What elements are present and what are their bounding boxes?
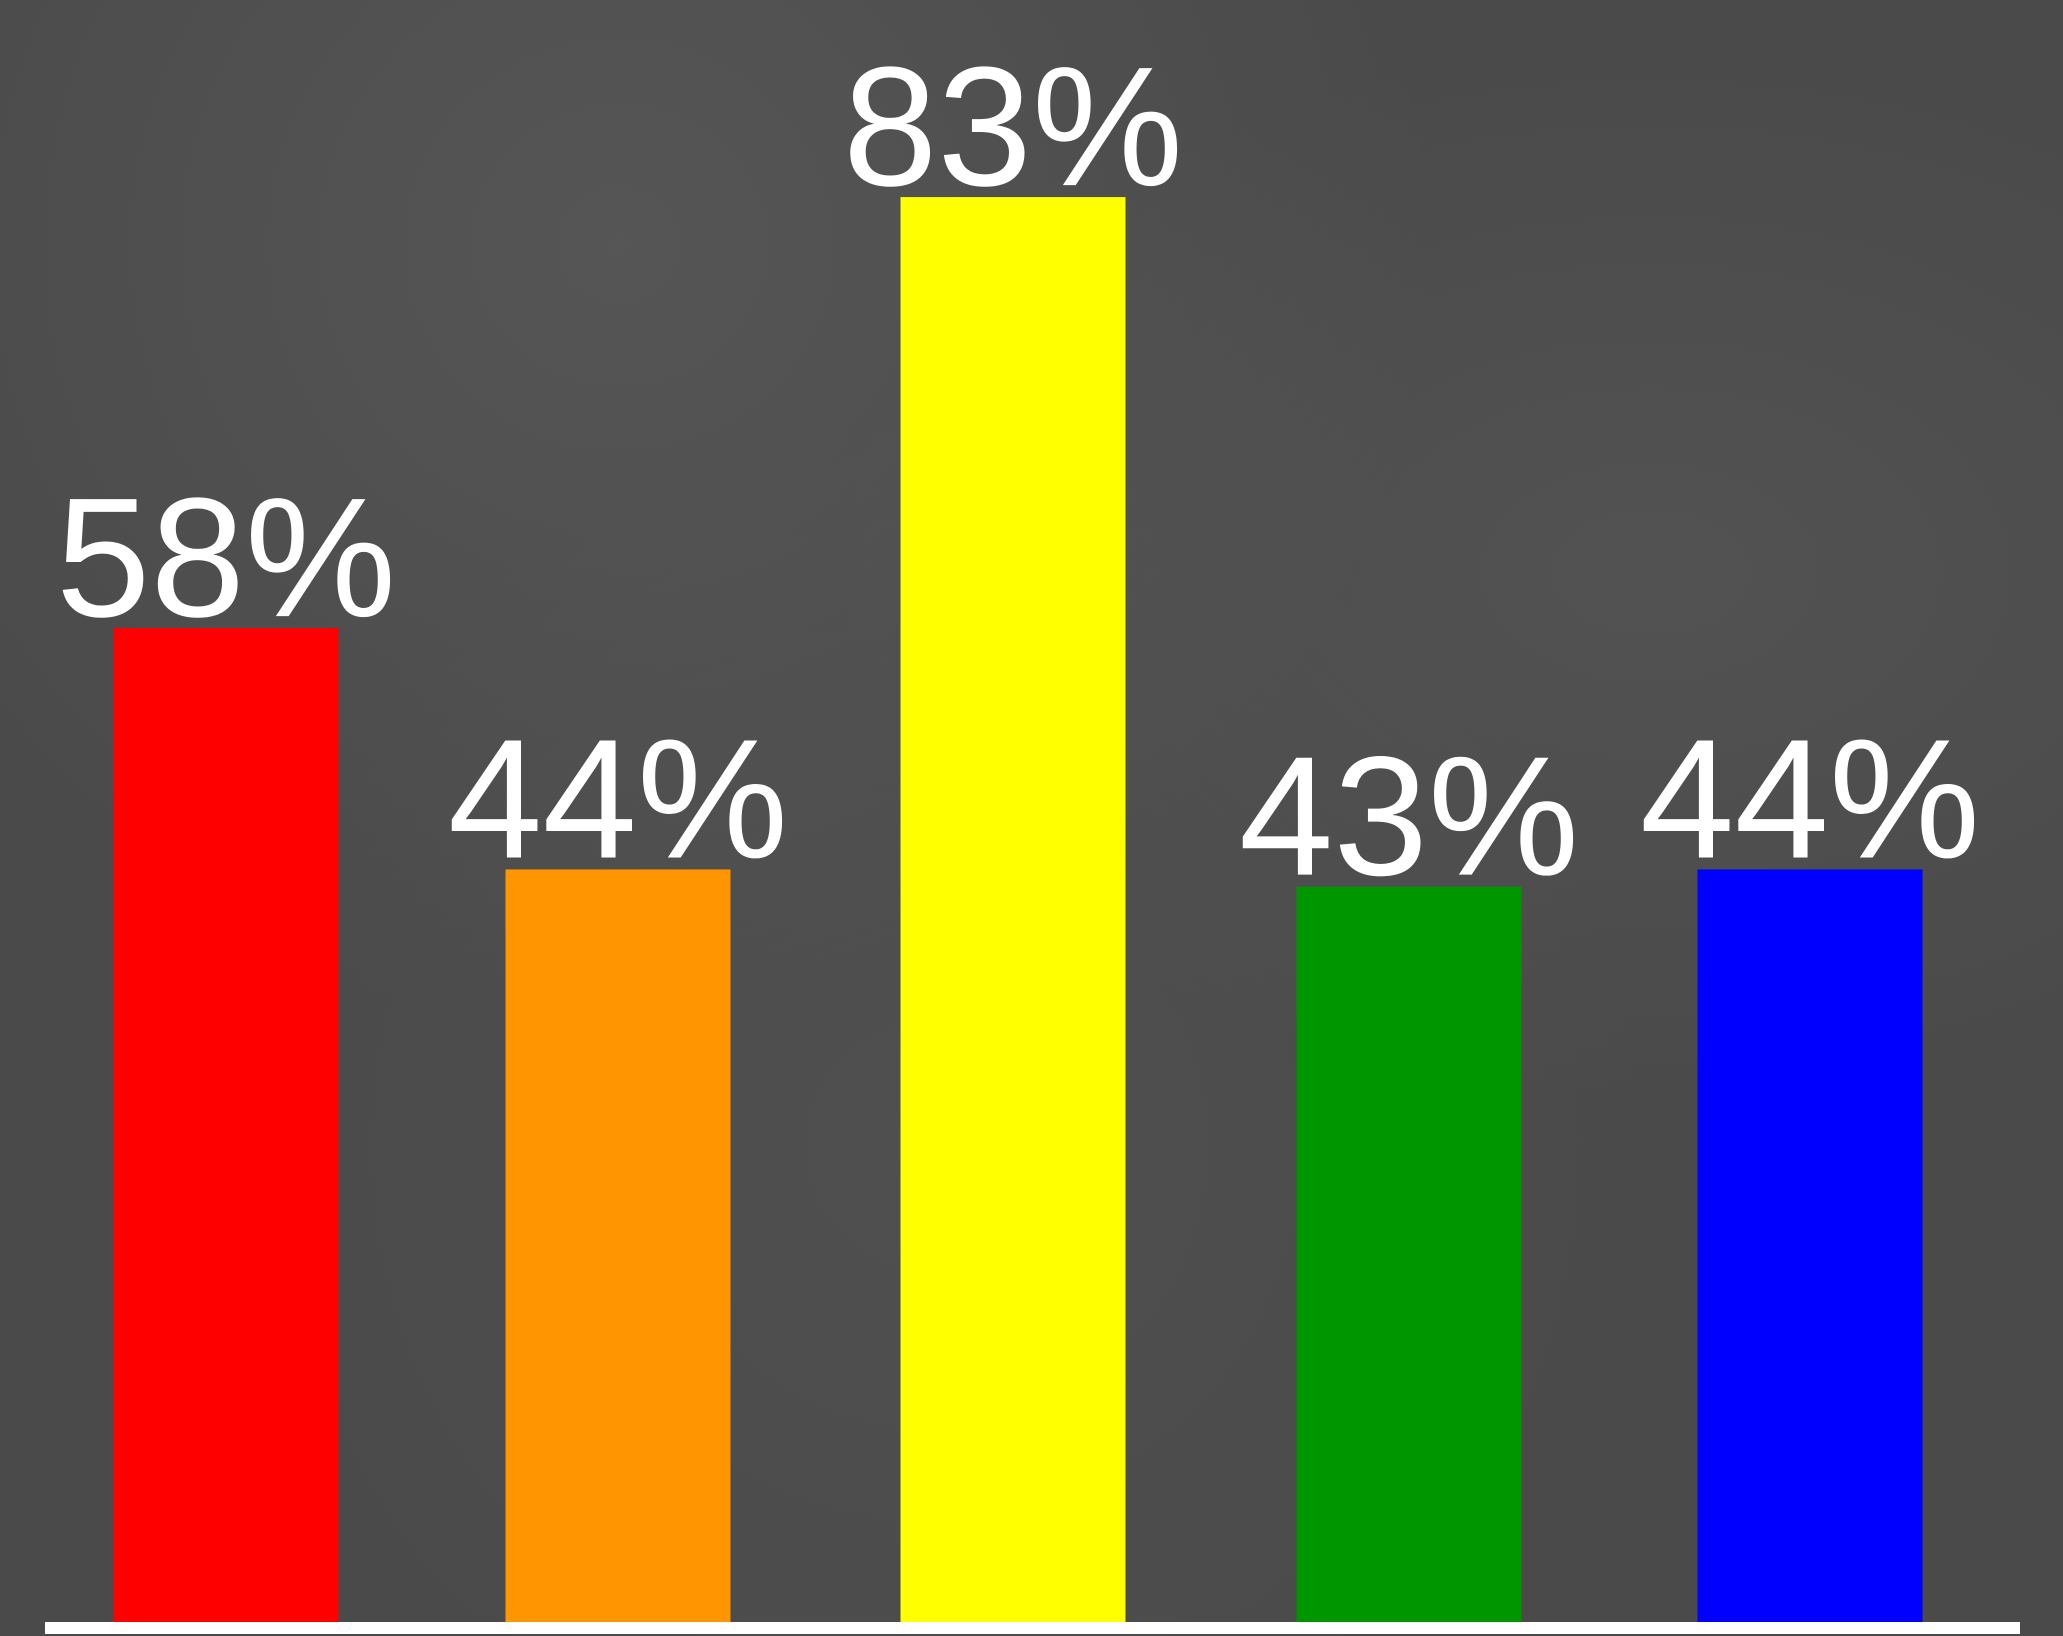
value-labels-group: 58% 44% 83% 43% 44%: [56, 32, 1980, 912]
bar-4: [1296, 886, 1522, 1628]
bar-2: [505, 869, 731, 1628]
bar-value-label-5: 44%: [1640, 704, 1980, 894]
bar-value-label-2: 44%: [448, 704, 788, 894]
bar-1: [113, 628, 339, 1628]
bar-3: [900, 197, 1126, 1629]
bars-group: [113, 197, 1923, 1629]
bar-5: [1697, 869, 1923, 1628]
bar-value-label-3: 83%: [843, 32, 1183, 222]
bar-value-label-4: 43%: [1239, 722, 1579, 912]
bar-value-label-1: 58%: [56, 463, 396, 653]
